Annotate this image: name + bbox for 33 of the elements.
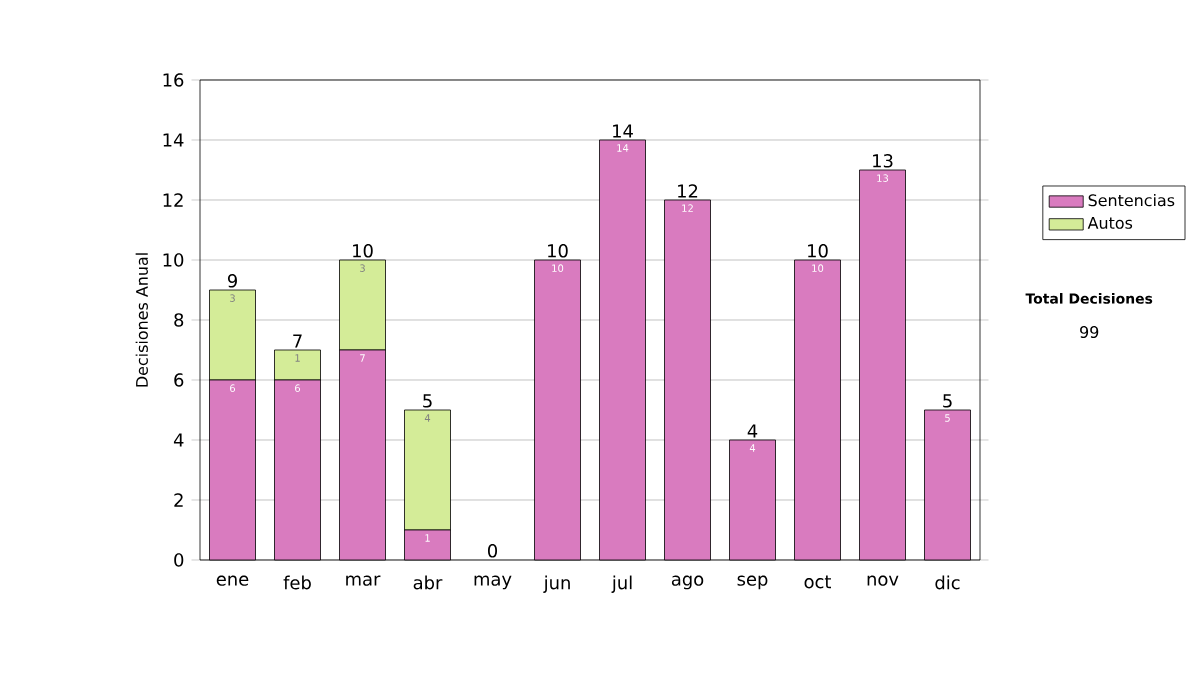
total-label: 0 xyxy=(487,544,498,558)
x-tick-label: jul xyxy=(611,575,632,593)
total-label: 10 xyxy=(808,244,828,258)
total-label: 14 xyxy=(613,124,633,138)
y-tick-label: 12 xyxy=(163,193,183,207)
y-tick-label: 10 xyxy=(163,253,184,267)
total-label: 12 xyxy=(678,184,698,198)
x-tick-label: nov xyxy=(867,575,899,586)
total-label: 13 xyxy=(873,154,893,168)
y-tick-label: 6 xyxy=(174,373,184,387)
x-tick-label: abr xyxy=(413,575,443,590)
total-label: 4 xyxy=(747,424,758,438)
x-tick-label: may xyxy=(474,575,512,590)
x-tick-label: mar xyxy=(346,575,381,586)
total-label: 5 xyxy=(423,394,432,408)
total-label: 9 xyxy=(227,274,237,288)
total-label: 7 xyxy=(293,334,302,348)
total-label: 5 xyxy=(943,394,952,408)
y-tick-label: 4 xyxy=(173,433,184,447)
x-tick-label: oct xyxy=(804,575,832,589)
x-tick-label: jun xyxy=(543,575,570,593)
x-tick-label: ene xyxy=(216,575,249,586)
y-tick-label: 2 xyxy=(174,493,183,507)
total-label: 10 xyxy=(548,244,568,258)
y-tick-label: 16 xyxy=(163,73,184,87)
y-tick-label: 0 xyxy=(174,553,184,567)
total-label: 10 xyxy=(353,244,373,258)
y-tick-label: 8 xyxy=(174,313,184,327)
x-tick-label: dic xyxy=(935,575,960,590)
x-tick-label: ago xyxy=(671,575,704,590)
x-tick-label: feb xyxy=(283,575,311,590)
x-tick-label: sep xyxy=(737,575,768,590)
y-tick-label: 14 xyxy=(163,133,184,147)
